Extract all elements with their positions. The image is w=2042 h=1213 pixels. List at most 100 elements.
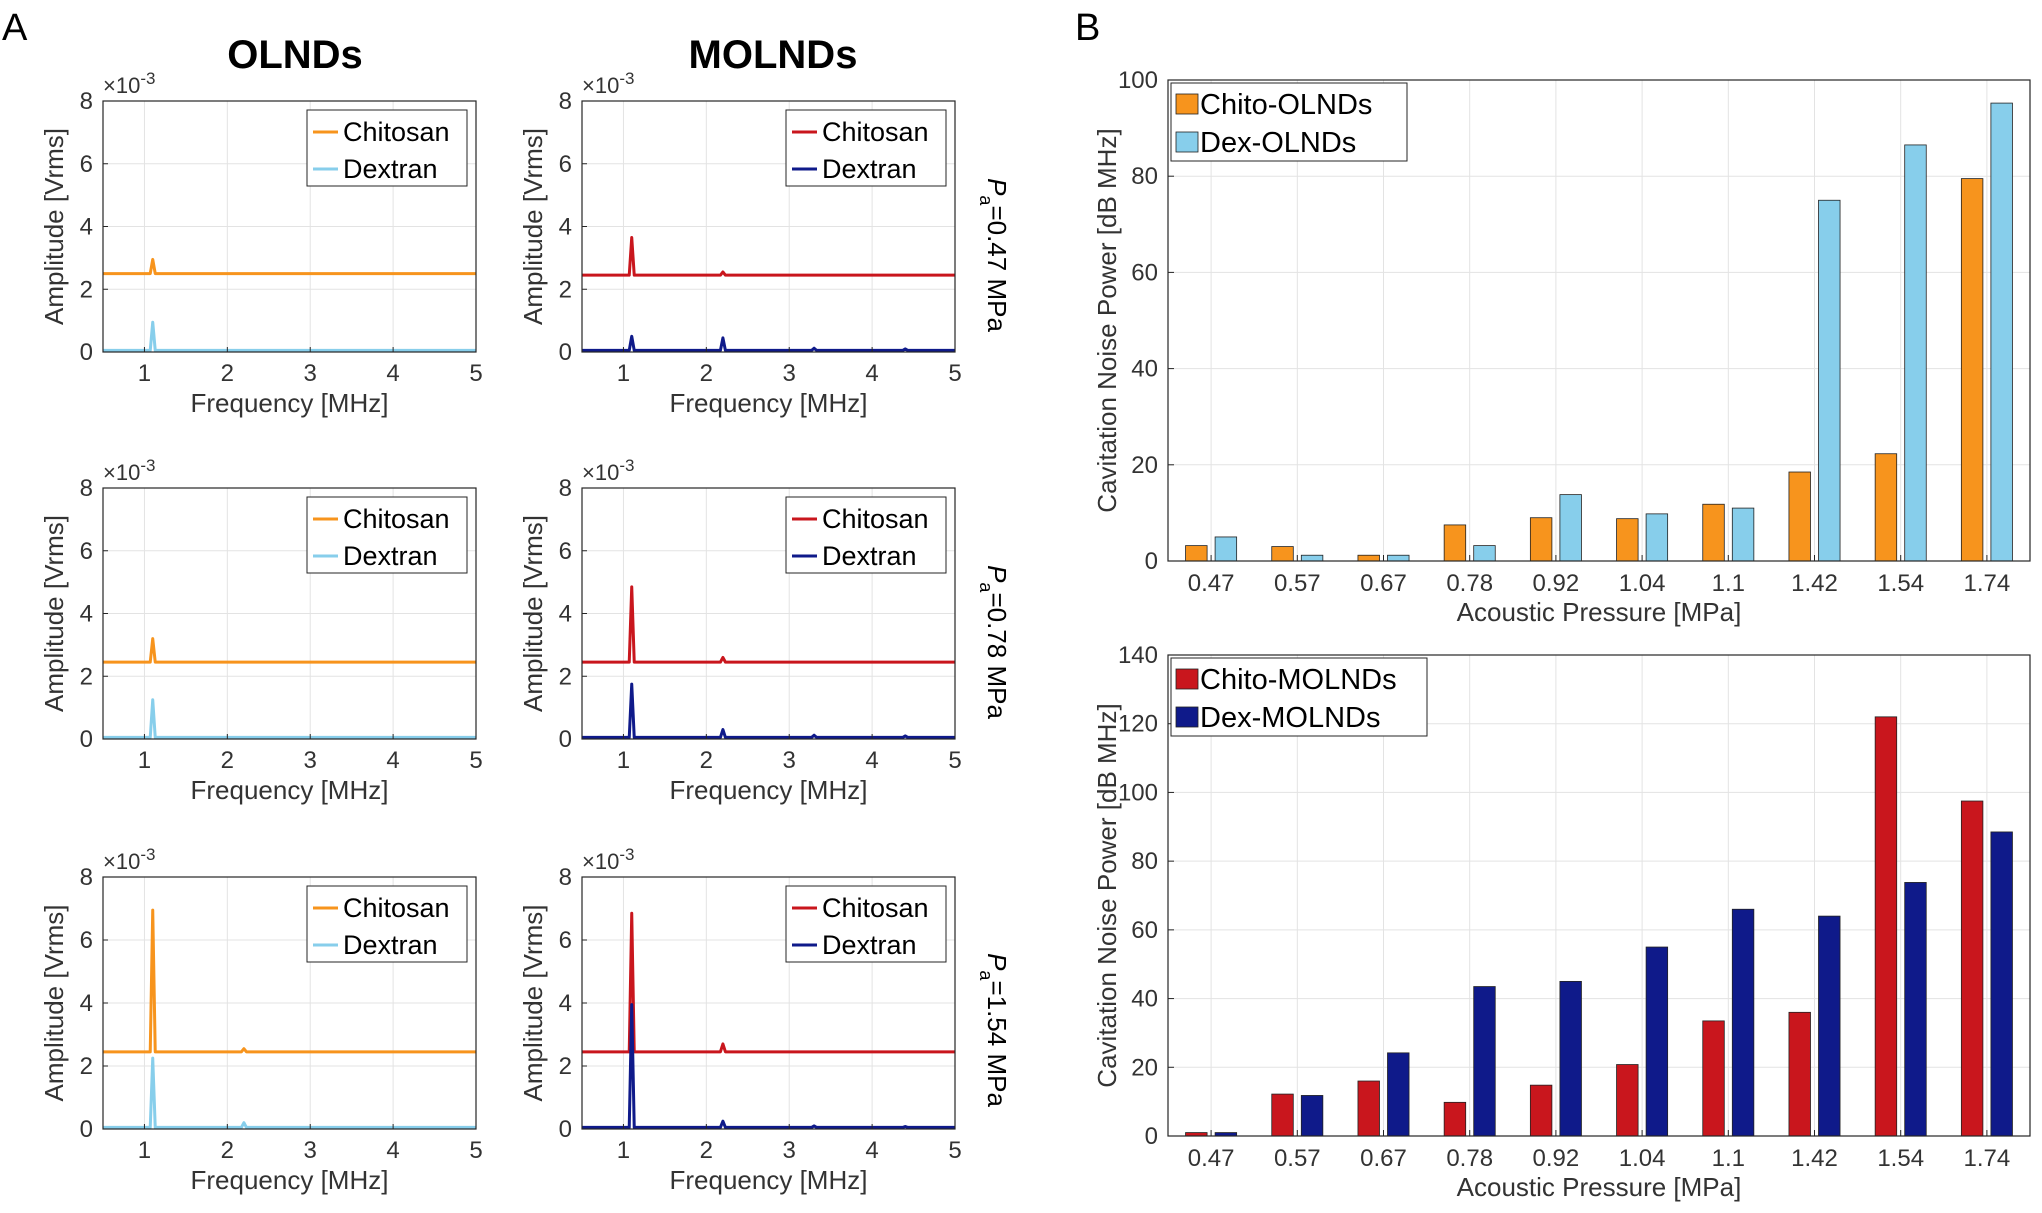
y-tick-label: 60 <box>1131 259 1158 286</box>
y-tick-label: 6 <box>80 151 93 178</box>
y-tick-label: 4 <box>80 601 93 628</box>
y-tick-label: 2 <box>80 663 93 690</box>
x-tick-label: 3 <box>304 360 317 387</box>
bar <box>1788 471 1811 562</box>
chart-spec_molnd_047: 1 2 3 4 5 0 2 4 6 8 ×10-3 Frequency [MHz] Amplitude … <box>518 69 962 418</box>
bar <box>1702 1020 1725 1137</box>
series-line-dextran <box>103 320 476 352</box>
bar <box>1559 980 1582 1137</box>
bar <box>1559 494 1582 562</box>
legend-swatch <box>1175 706 1199 728</box>
row-label-0: Pa=0.47 MPa <box>976 178 1012 332</box>
x-axis-label: Frequency [MHz] <box>191 1165 389 1195</box>
legend: Chito-OLNDs Dex-OLNDs <box>1170 82 1408 162</box>
x-tick-label: 1.42 <box>1791 1145 1838 1172</box>
y-tick-label: 6 <box>559 151 572 178</box>
y-tick-label: 0 <box>559 339 572 366</box>
bar <box>1731 507 1755 562</box>
legend-label: Chito-MOLNDs <box>1200 664 1397 696</box>
x-tick-label: 4 <box>865 1137 878 1164</box>
y-tick-label: 120 <box>1118 711 1158 738</box>
y-tick-label: 4 <box>559 990 572 1017</box>
x-tick-label: 4 <box>386 1137 399 1164</box>
legend: Chito-MOLNDs Dex-MOLNDs <box>1170 657 1428 737</box>
series-line-chitosan <box>103 637 476 664</box>
bar <box>1645 946 1669 1137</box>
charts-layer: 1 2 3 4 5 0 2 4 6 8 ×10-3 Frequency [MHz] Amplitude … <box>39 67 2031 1202</box>
legend: Chitosan Dextran <box>785 885 947 963</box>
x-tick-label: 5 <box>948 747 961 774</box>
chart-bar_molnd: 0.47 0.57 0.67 0.78 0.92 1.04 1.1 1.42 1.54 1.74 0… <box>1092 642 2031 1202</box>
panel-label-a: A <box>2 7 28 49</box>
chart-bar_olnd: 0.47 0.57 0.67 0.78 0.92 1.04 1.1 1.42 1.54 1.74 0… <box>1092 67 2031 627</box>
y-tick-label: 8 <box>80 475 93 502</box>
x-tick-label: 5 <box>469 360 482 387</box>
y-tick-label: 2 <box>559 276 572 303</box>
bar <box>1702 503 1725 562</box>
bar <box>1874 716 1898 1137</box>
y-tick-label: 40 <box>1131 356 1158 383</box>
legend-swatch <box>1175 93 1199 115</box>
column-title-molnd: MOLNDs <box>689 33 858 77</box>
y-tick-label: 0 <box>80 339 93 366</box>
chart-spec_olnd_078: 1 2 3 4 5 0 2 4 6 8 ×10-3 Frequency [MHz] Amplitude … <box>39 456 483 805</box>
x-tick-label: 0.47 <box>1188 1145 1235 1172</box>
bar <box>1271 1093 1294 1137</box>
y-axis-label: Amplitude [Vrms] <box>39 905 69 1102</box>
bar <box>1904 144 1927 562</box>
x-tick-label: 0.57 <box>1274 1145 1321 1172</box>
legend: Chitosan Dextran <box>306 109 468 187</box>
x-tick-label: 1 <box>617 1137 630 1164</box>
legend-box <box>1170 657 1428 737</box>
legend-label: Dextran <box>822 930 917 960</box>
y-tick-label: 8 <box>559 88 572 115</box>
x-tick-label: 1.1 <box>1712 570 1745 597</box>
series-line-dextran <box>582 334 955 352</box>
x-tick-label: 2 <box>700 1137 713 1164</box>
x-tick-label: 0.78 <box>1446 1145 1493 1172</box>
series-line-chitosan <box>103 257 476 276</box>
x-tick-label: 5 <box>469 747 482 774</box>
x-tick-label: 1.54 <box>1877 1145 1924 1172</box>
legend-label: Chitosan <box>822 117 929 147</box>
series-line-dextran <box>582 682 955 739</box>
row-label-subscript: a <box>976 582 996 593</box>
x-tick-label: 0.57 <box>1274 570 1321 597</box>
bar <box>1529 1084 1553 1137</box>
y-exponent: ×10-3 <box>582 69 634 98</box>
bar <box>1473 545 1496 562</box>
legend-box <box>1170 82 1408 162</box>
y-tick-label: 20 <box>1131 1054 1158 1081</box>
legend-box <box>785 109 947 187</box>
legend-label: Dextran <box>822 541 917 571</box>
y-exponent: ×10-3 <box>103 456 155 485</box>
y-exponent: ×10-3 <box>582 845 634 874</box>
x-tick-label: 5 <box>948 360 961 387</box>
legend-swatch <box>1175 668 1199 690</box>
x-tick-label: 2 <box>700 747 713 774</box>
series-line-dextran <box>582 1003 955 1129</box>
legend-label: Chito-OLNDs <box>1200 89 1372 121</box>
x-tick-label: 1.74 <box>1964 570 2011 597</box>
legend-box <box>785 496 947 574</box>
y-tick-label: 0 <box>80 1116 93 1143</box>
x-tick-label: 1.04 <box>1619 570 1666 597</box>
legend-swatch <box>1175 131 1199 153</box>
legend-label: Chitosan <box>822 893 929 923</box>
x-tick-label: 3 <box>783 747 796 774</box>
chart-spec_molnd_078: 1 2 3 4 5 0 2 4 6 8 ×10-3 Frequency [MHz] Amplitude … <box>518 456 962 805</box>
y-axis-label: Cavitation Noise Power [dB MHz] <box>1092 128 1122 512</box>
y-tick-label: 2 <box>559 1053 572 1080</box>
row-label-1: Pa=0.78 MPa <box>976 565 1012 719</box>
bar <box>1874 453 1898 562</box>
bar <box>1990 831 2013 1137</box>
y-axis-label: Cavitation Noise Power [dB MHz] <box>1092 703 1122 1087</box>
svg-text:Pa=0.47 MPa: Pa=0.47 MPa <box>976 178 1012 332</box>
series-line-dextran <box>103 698 476 739</box>
y-tick-label: 6 <box>80 927 93 954</box>
bar <box>1818 199 1841 562</box>
x-axis-label: Acoustic Pressure [MPa] <box>1457 597 1742 627</box>
bar <box>1185 545 1208 562</box>
bar <box>1214 536 1238 562</box>
bar <box>1904 882 1927 1137</box>
